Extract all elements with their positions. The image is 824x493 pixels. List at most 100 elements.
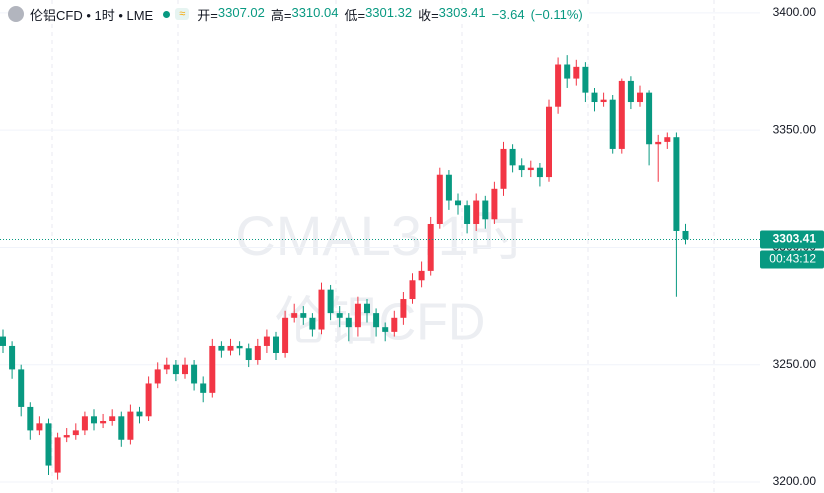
candle-body (546, 106, 552, 178)
candle-body (327, 289, 334, 314)
candle-body (555, 64, 562, 107)
candle-body (27, 406, 34, 431)
watermark: 伦铝CFD (275, 294, 486, 352)
candle-body (18, 369, 25, 407)
candle-body (54, 437, 61, 473)
candle-body (172, 364, 179, 375)
candle-body (591, 92, 598, 103)
candle-body (464, 205, 471, 224)
candle-body (646, 92, 653, 145)
candle-body (427, 223, 434, 271)
candle-body (45, 423, 52, 466)
ohlc-value: 3307.02 (217, 4, 265, 20)
candle-body (0, 336, 6, 346)
candle-body (182, 364, 188, 375)
candle-body (72, 430, 79, 436)
candle-body (564, 64, 571, 79)
ohlc-value: 3303.41 (438, 4, 486, 20)
candle-body (200, 383, 207, 393)
candle-body (145, 383, 152, 417)
candle-body (473, 200, 480, 224)
candle-body (582, 66, 589, 93)
candle-body (600, 99, 607, 103)
candle-body (618, 80, 625, 149)
candle-body (163, 364, 170, 370)
ohlc-value: 3310.04 (291, 4, 339, 20)
candle-body (127, 411, 134, 440)
candle-body (100, 420, 107, 424)
y-tick-label: 3400.00 (773, 5, 817, 19)
price-tag-text: 3303.41 (773, 232, 817, 246)
candle-body (254, 345, 261, 361)
change-pct: (−0.11%) (530, 6, 583, 22)
candle-body (509, 148, 516, 166)
candle-body (655, 141, 662, 145)
candle-body (400, 299, 407, 318)
candle-body (445, 174, 452, 201)
candle-body (209, 345, 216, 393)
candle-body (482, 200, 489, 220)
watermark: CMAL3,1时 (235, 204, 524, 267)
candle-body (318, 289, 325, 330)
candle-body (573, 66, 580, 79)
ohlc: 开= 3307.02 高= 3310.04 低= 3301.32 收= 3303.41 (197, 5, 491, 24)
legend-header: 伦铝CFD • 1时 • LME ≈ 开= 3307.02 高= 3310.04 低= 3… (8, 4, 589, 24)
candle-body (309, 317, 316, 330)
candle-body (282, 317, 289, 353)
time-grid (51, 0, 715, 493)
candle-body (81, 416, 88, 431)
ohlc-label: 低= (344, 7, 366, 23)
candle-body (191, 364, 198, 384)
candle-body (455, 200, 461, 206)
candle-body (9, 345, 16, 370)
y-tick-label: 3350.00 (773, 122, 817, 136)
candle-body (364, 303, 370, 314)
countdown-tag (760, 250, 824, 269)
candle-body (354, 303, 361, 328)
candle-body (609, 99, 616, 149)
candle-body (118, 416, 125, 440)
candle-body (382, 327, 389, 332)
y-tick-label: 3200.00 (773, 474, 817, 488)
candle-body (500, 148, 507, 189)
candle-body (263, 336, 270, 346)
price-tag (760, 230, 824, 249)
ohlc-label: 开= (197, 7, 218, 23)
candle-body (136, 411, 143, 417)
candle-body (218, 345, 225, 351)
candle-body (518, 165, 525, 171)
candle-body (154, 369, 161, 384)
symbol-icon (8, 6, 24, 22)
candle-body (373, 313, 380, 328)
change: −3.64 (491, 6, 525, 22)
ohlc-value: 3301.32 (365, 4, 413, 20)
candle-body (336, 313, 343, 318)
candle-body (664, 137, 671, 142)
candle-body (300, 313, 307, 318)
ohlc-label: 收= (418, 7, 439, 23)
candle-body (418, 270, 425, 281)
candle-body (536, 167, 543, 178)
candle-body (627, 80, 634, 103)
candle-body (673, 137, 680, 231)
candle-body (245, 348, 252, 361)
candle-body (637, 92, 643, 103)
candle-body (291, 313, 298, 318)
candle-body (236, 345, 243, 349)
status-dot (163, 10, 171, 18)
candle-body (63, 435, 70, 438)
countdown-text: 00:43:12 (769, 252, 816, 266)
candle-body (345, 317, 352, 328)
status-badge: ≈ (175, 8, 190, 20)
candle-body (227, 345, 234, 351)
candle-body (36, 423, 43, 431)
candle-body (273, 336, 279, 353)
candle-body (409, 280, 416, 300)
y-tick-label: 3250.00 (773, 357, 817, 371)
candle-body (491, 188, 498, 220)
ohlc-label: 高= (270, 7, 292, 23)
candle-body (91, 416, 97, 424)
candle-body (109, 416, 116, 421)
